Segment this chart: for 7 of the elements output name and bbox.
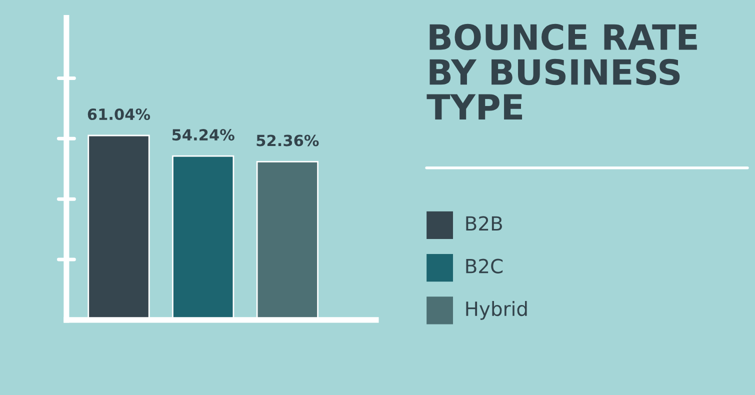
text: Hybrid: [466, 301, 527, 320]
data-label: 61.04%: [88, 108, 150, 120]
data-label: 54.24%: [172, 129, 234, 141]
data-label: 52.36%: [256, 134, 319, 146]
text: BOUNCE RATE BY BUSINESS TYPE: [426, 24, 697, 120]
text: B2B: [466, 216, 502, 231]
text: B2C: [466, 258, 503, 274]
